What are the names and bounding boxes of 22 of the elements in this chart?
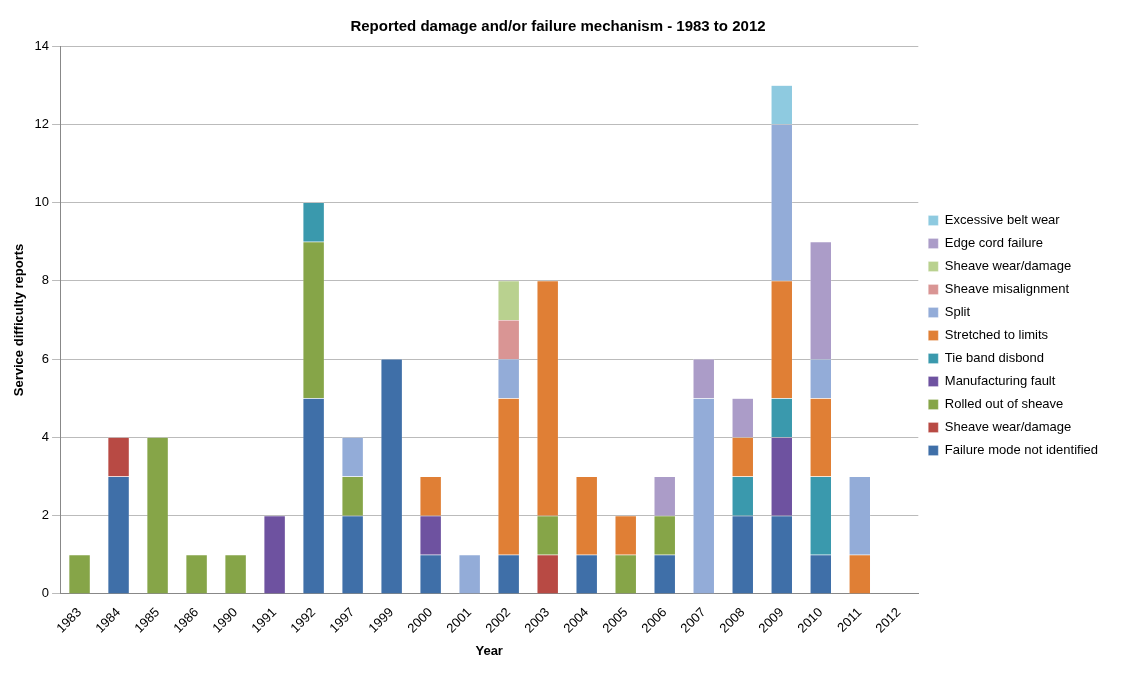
legend-label: Sheave wear/damage [944, 419, 1072, 435]
x-axis-title: Year [475, 642, 503, 658]
y-tick-label: 2 [41, 507, 50, 523]
y-tick-label: 6 [41, 350, 50, 366]
legend-label: Sheave misalignment [944, 281, 1070, 297]
y-axis-title: Service difficulty reports [11, 243, 27, 397]
legend-label: Tie band disbond [944, 350, 1045, 366]
y-tick-label: 12 [34, 115, 50, 131]
y-tick-label: 0 [41, 585, 50, 601]
legend-label: Rolled out of sheave [944, 396, 1064, 412]
legend-label: Edge cord failure [944, 235, 1044, 251]
legend-label: Excessive belt wear [944, 212, 1061, 228]
chart-title: Reported damage and/or failure mechanism - 1983 to 2012 [350, 17, 766, 35]
y-tick-label: 10 [34, 194, 50, 210]
legend-label: Sheave wear/damage [944, 258, 1072, 274]
y-tick-label: 14 [34, 37, 50, 53]
legend-label: Stretched to limits [944, 327, 1049, 343]
y-tick-label: 4 [41, 428, 50, 444]
y-tick-label: 8 [41, 272, 50, 288]
legend-label: Manufacturing fault [944, 373, 1056, 389]
legend-label: Failure mode not identified [944, 442, 1098, 458]
legend-label: Split [944, 304, 971, 320]
